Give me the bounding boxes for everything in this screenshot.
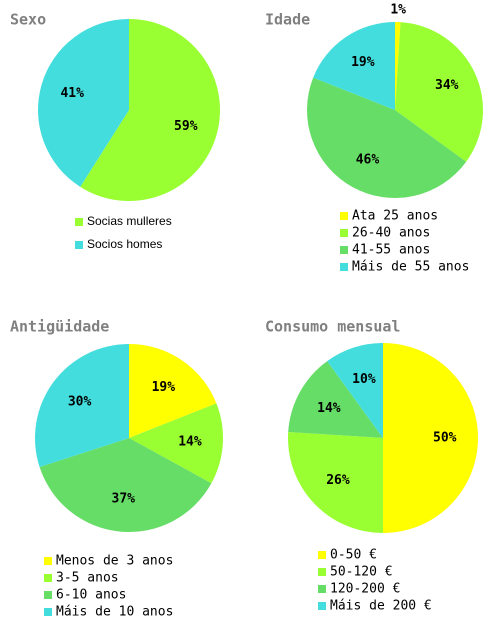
legend-swatch bbox=[44, 608, 52, 616]
data-label: 26% bbox=[326, 473, 350, 488]
legend-label: 6-10 anos bbox=[56, 588, 126, 603]
legend-label: 26-40 anos bbox=[352, 226, 430, 241]
legend-swatch bbox=[340, 212, 348, 220]
data-label: 34% bbox=[435, 78, 459, 93]
legend-label: 0-50 € bbox=[330, 548, 377, 563]
data-label: 19% bbox=[152, 380, 176, 395]
legend-label: Menos de 3 anos bbox=[56, 554, 173, 569]
pie-slice bbox=[129, 343, 217, 438]
data-label: 50% bbox=[433, 431, 457, 446]
legend-swatch bbox=[44, 557, 52, 565]
legend-label: Máis de 10 anos bbox=[56, 605, 173, 620]
pie-slice bbox=[39, 438, 212, 532]
data-label: 14% bbox=[317, 401, 341, 416]
pie-slice bbox=[395, 22, 401, 110]
chart-title: Sexo bbox=[10, 11, 46, 29]
legend-label: 41-55 anos bbox=[352, 243, 430, 258]
legend-swatch bbox=[318, 568, 326, 576]
data-label: 10% bbox=[352, 372, 376, 387]
legend-swatch bbox=[340, 263, 348, 271]
chart-title: Idade bbox=[265, 11, 310, 29]
pie-slice bbox=[288, 361, 383, 438]
legend-label: Ata 25 anos bbox=[352, 209, 438, 224]
legend-label: Máis de 200 € bbox=[330, 599, 432, 614]
data-label: 30% bbox=[68, 395, 92, 410]
data-label: 19% bbox=[351, 55, 375, 70]
pie-slice bbox=[80, 19, 220, 201]
data-label: 37% bbox=[112, 491, 136, 506]
legend-swatch bbox=[340, 229, 348, 237]
legend-label: Socios homes bbox=[87, 237, 162, 251]
legend-label: Socias mulleres bbox=[87, 214, 172, 228]
pie-slice bbox=[327, 343, 383, 438]
data-label: 14% bbox=[178, 434, 202, 449]
pie-slice bbox=[288, 432, 383, 533]
chart-title: Consumo mensual bbox=[265, 318, 400, 336]
legend-swatch bbox=[318, 585, 326, 593]
legend-swatch bbox=[318, 551, 326, 559]
pie-slice bbox=[38, 19, 130, 187]
pie-slice bbox=[129, 403, 223, 484]
pie-slice bbox=[395, 22, 483, 162]
pie-slice bbox=[34, 343, 129, 468]
pie-slice bbox=[383, 343, 478, 533]
data-label: 59% bbox=[174, 119, 198, 134]
pie-slice bbox=[307, 77, 467, 198]
legend-swatch bbox=[318, 602, 326, 610]
legend-swatch bbox=[75, 241, 83, 249]
legend-label: 50-120 € bbox=[330, 565, 393, 580]
data-label: 46% bbox=[356, 153, 380, 168]
legend-label: 120-200 € bbox=[330, 582, 400, 597]
data-label: 41% bbox=[60, 86, 84, 101]
legend-label: Máis de 55 anos bbox=[352, 260, 469, 275]
data-label: 1% bbox=[390, 3, 406, 18]
legend-swatch bbox=[75, 218, 83, 226]
legend-swatch bbox=[44, 574, 52, 582]
legend-swatch bbox=[44, 591, 52, 599]
chart-title: Antigüidade bbox=[10, 318, 109, 336]
legend-swatch bbox=[340, 246, 348, 254]
pie-slice bbox=[313, 22, 395, 110]
legend-label: 3-5 anos bbox=[56, 571, 119, 586]
